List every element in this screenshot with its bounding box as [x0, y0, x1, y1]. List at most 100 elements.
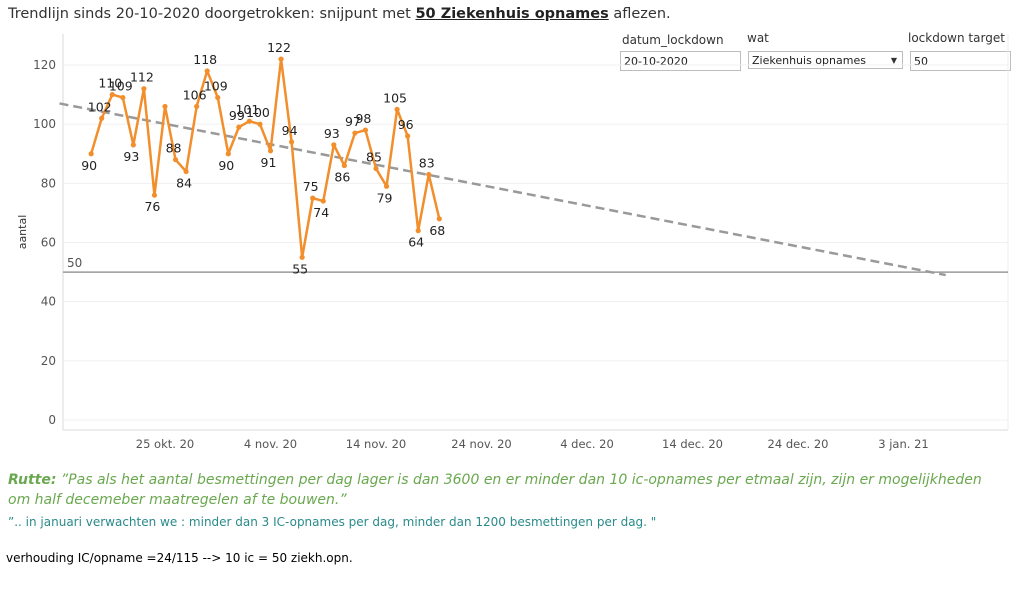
data-label: 86: [334, 170, 350, 185]
data-point: [352, 130, 358, 136]
data-point: [320, 198, 326, 204]
january-expectation-quote: ”.. in januari verwachten we : minder da…: [8, 515, 657, 529]
data-label: 99: [229, 108, 245, 123]
data-label: 98: [355, 111, 371, 126]
data-label: 90: [218, 158, 234, 173]
reference-line-label: 50: [67, 256, 82, 270]
title-highlight: 50 Ziekenhuis opnames: [415, 6, 609, 22]
line-chart: 0 20 40 60 80 100 120 25 okt. 20 4 nov. 20 14 nov…: [16, 34, 1009, 451]
data-label: 97: [345, 114, 361, 129]
data-point: [267, 148, 274, 154]
data-label: 85: [366, 150, 382, 165]
data-point: [151, 192, 158, 198]
rutte-quote: Rutte: ”Pas als het aantal besmettingen …: [8, 470, 1003, 510]
data-label: 76: [144, 199, 160, 214]
data-label: 101: [235, 102, 259, 117]
data-point: [204, 68, 210, 74]
chart-title: Trendlijn sinds 20-10-2020 doorgetrokken…: [8, 6, 671, 22]
data-point: [194, 103, 200, 110]
chevron-down-icon: ▼: [890, 56, 897, 65]
data-label: 94: [282, 123, 298, 138]
data-label: 105: [383, 90, 407, 105]
data-label: 84: [176, 176, 192, 191]
data-point: [383, 183, 390, 189]
data-label: 93: [324, 126, 340, 141]
data-point: [299, 254, 305, 260]
data-label: 102: [88, 99, 112, 114]
y-tick-label: 60: [41, 236, 56, 250]
y-tick-label: 100: [33, 117, 56, 131]
data-point: [415, 228, 421, 234]
y-tick-label: 120: [33, 58, 56, 72]
y-axis-title: aantal: [16, 215, 29, 250]
quote-author: Rutte:: [8, 472, 57, 488]
ratio-note: verhouding IC/opname =24/115 --> 10 ic =…: [6, 551, 353, 565]
lockdown-target-label: lockdown target: [908, 31, 1005, 45]
data-point: [162, 103, 168, 110]
data-point: [341, 162, 347, 169]
data-point: [109, 91, 115, 98]
quote-text: ”Pas als het aantal besmettingen per dag…: [8, 472, 982, 508]
data-point: [99, 115, 105, 121]
data-point: [225, 151, 231, 157]
data-label: 109: [204, 79, 228, 94]
data-label: 74: [313, 205, 329, 220]
data-point: [436, 216, 442, 222]
data-label: 112: [130, 70, 154, 85]
data-label: 79: [377, 190, 393, 205]
data-point: [426, 171, 432, 178]
data-point: [310, 195, 316, 201]
data-point: [172, 157, 179, 163]
x-tick-label: 4 dec. 20: [560, 437, 614, 451]
data-label: 55: [292, 261, 308, 276]
data-label: 91: [261, 155, 277, 170]
data-label: 83: [419, 155, 435, 170]
data-point: [257, 121, 263, 127]
data-point: [405, 133, 411, 139]
trend-line: [59, 102, 946, 277]
x-tick-label: 4 nov. 20: [244, 437, 297, 451]
wat-dropdown-value: Ziekenhuis opnames: [752, 54, 866, 67]
data-point: [246, 118, 252, 124]
x-tick-label: 24 nov. 20: [451, 437, 511, 451]
x-tick-label: 24 dec. 20: [768, 437, 829, 451]
data-label: 64: [408, 235, 424, 250]
x-tick-label: 14 nov. 20: [346, 437, 406, 451]
x-tick-label: 25 okt. 20: [136, 437, 194, 451]
y-tick-label: 80: [41, 176, 56, 190]
data-label: 118: [193, 52, 217, 67]
data-point: [88, 151, 94, 157]
title-suffix: aflezen.: [613, 6, 671, 22]
y-tick-label: 20: [41, 354, 56, 368]
x-tick-label: 3 jan. 21: [878, 437, 928, 451]
data-point: [215, 94, 221, 101]
data-label: 109: [109, 79, 133, 94]
data-point: [362, 127, 369, 133]
data-label: 90: [81, 158, 97, 173]
data-point: [373, 165, 379, 172]
data-label: 88: [166, 141, 182, 156]
datum-lockdown-label: datum_lockdown: [622, 33, 724, 47]
title-prefix: Trendlijn sinds 20-10-2020 doorgetrokken…: [8, 6, 411, 22]
y-tick-label: 0: [48, 413, 56, 427]
y-tick-label: 40: [41, 295, 56, 309]
data-label: 68: [429, 223, 445, 238]
data-point: [141, 86, 147, 92]
data-label: 106: [183, 87, 207, 102]
data-point: [278, 56, 284, 62]
data-label: 75: [303, 179, 319, 194]
data-label: 93: [123, 149, 139, 164]
data-point: [183, 168, 189, 175]
data-point: [289, 139, 295, 145]
data-point: [394, 106, 400, 112]
x-tick-label: 14 dec. 20: [662, 437, 723, 451]
data-point: [236, 124, 242, 130]
data-label: 96: [398, 117, 414, 132]
data-label: 110: [98, 76, 122, 91]
data-point: [120, 94, 126, 101]
data-label: 100: [246, 105, 270, 120]
data-label: 122: [267, 40, 291, 55]
wat-label: wat: [747, 31, 769, 45]
data-point: [130, 142, 136, 148]
data-point: [331, 142, 337, 148]
